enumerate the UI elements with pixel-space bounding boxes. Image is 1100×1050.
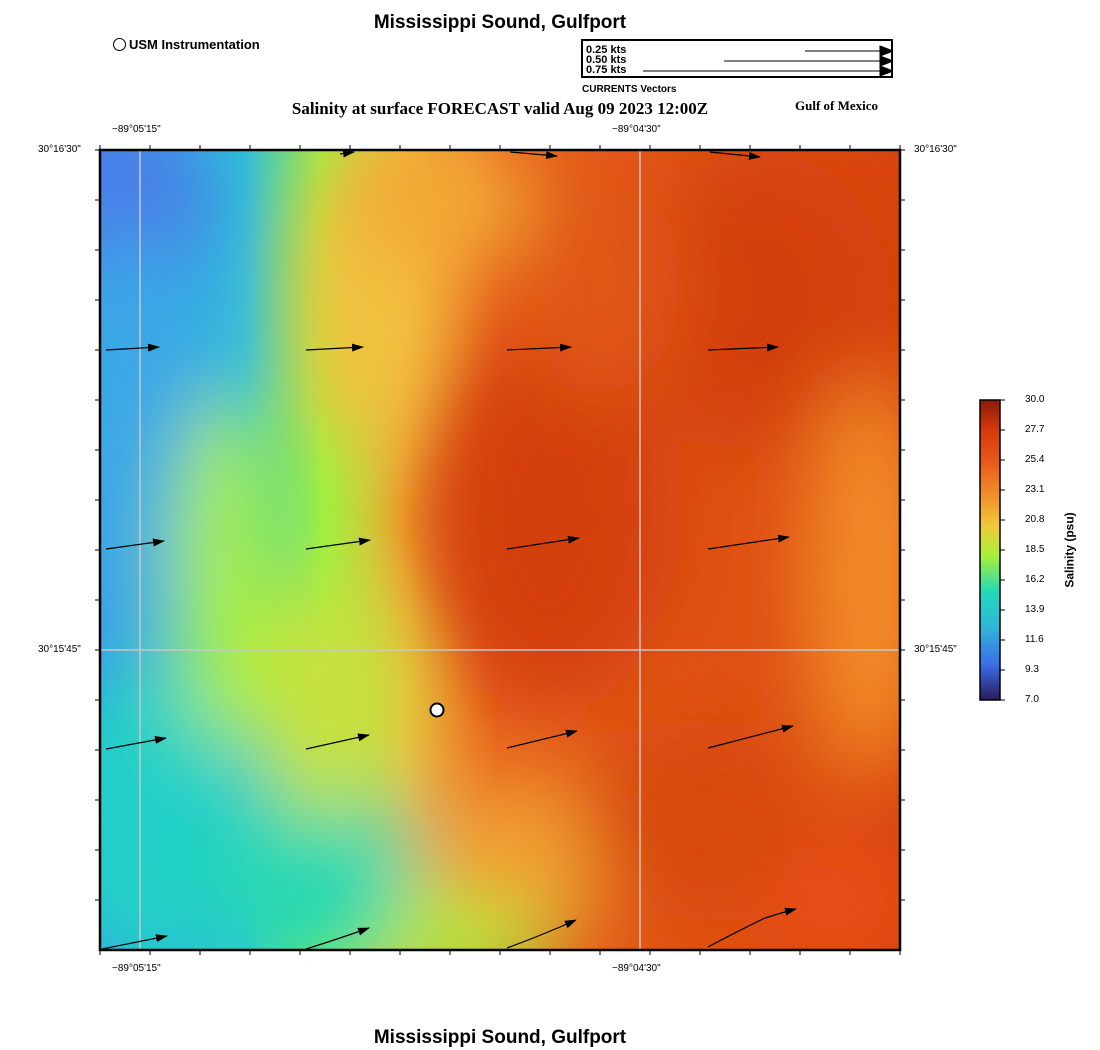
map-frame (95, 145, 905, 955)
salinity-colorbar (979, 399, 1005, 701)
current-vector (105, 343, 160, 352)
station-marker-icon (113, 38, 126, 51)
vector-caption: CURRENTS Vectors (582, 84, 677, 95)
current-vector (305, 927, 370, 950)
current-vector (709, 151, 761, 160)
current-vector (101, 934, 168, 950)
salinity-field (100, 150, 900, 950)
usm-station-marker[interactable] (429, 702, 445, 718)
forecast-subtitle: Salinity at surface FORECAST valid Aug 0… (291, 99, 709, 118)
region-label: Gulf of Mexico (795, 98, 879, 113)
colorbar-tick-label: 23.1 (1025, 484, 1045, 495)
current-vector (707, 724, 794, 749)
current-vector (105, 736, 167, 750)
left-lat-label-1: 30°16'30" (38, 144, 81, 155)
colorbar-tick-label: 30.0 (1025, 394, 1045, 405)
current-vector (707, 343, 779, 352)
colorbar-tick-label: 11.6 (1025, 634, 1044, 645)
current-vector (506, 729, 578, 749)
current-vector (305, 537, 371, 550)
vector-label-075: 0.75 kts (586, 64, 627, 76)
current-vectors (101, 149, 797, 950)
current-vector (105, 538, 165, 550)
colorbar-title-wrap: Salinity (psu) (1030, 512, 1100, 587)
current-vector (506, 535, 580, 550)
right-lat-label-1: 30°16'30" (914, 144, 957, 155)
colorbar-title: Salinity (psu) (1063, 512, 1077, 588)
vector-label-050: 0.50 kts (586, 54, 627, 66)
station-legend: USM Instrumentation (113, 37, 260, 52)
vector-scale-box: 0.25 kts 0.50 kts 0.75 kts (581, 39, 893, 78)
map-title: Mississippi Sound, Gulfport (373, 12, 627, 33)
top-lon-label-1: −89°05'15" (112, 124, 161, 135)
map-grid (100, 150, 900, 950)
current-vector (509, 151, 558, 160)
colorbar-tick-label: 13.9 (1025, 604, 1045, 615)
current-vector (339, 149, 355, 158)
current-vector (305, 343, 364, 352)
colorbar-tick-label: 20.8 (1025, 514, 1045, 525)
footer-title: Mississippi Sound, Gulfport (373, 1027, 627, 1048)
bottom-lon-label-1: −89°05'15" (112, 963, 161, 974)
current-vector (305, 733, 370, 750)
left-lat-label-2: 30°15'45" (38, 644, 81, 655)
current-vector (707, 534, 790, 550)
right-lat-label-2: 30°15'45" (914, 644, 957, 655)
colorbar-tick-label: 18.5 (1025, 544, 1045, 555)
vector-label-025: 0.25 kts (586, 44, 627, 56)
bottom-lon-label-2: −89°04'30" (612, 963, 661, 974)
vector-scale-arrows (643, 45, 891, 76)
station-legend-label: USM Instrumentation (129, 37, 260, 52)
colorbar-tick-label: 7.0 (1025, 694, 1039, 705)
colorbar-tick-label: 25.4 (1025, 454, 1045, 465)
colorbar-tick-label: 16.2 (1025, 574, 1045, 585)
current-vector (506, 919, 577, 949)
colorbar-tick-label: 27.7 (1025, 424, 1045, 435)
top-lon-label-2: −89°04'30" (612, 124, 661, 135)
current-vector (506, 343, 572, 352)
colorbar-tick-labels: 30.0 27.7 25.4 23.1 20.8 18.5 16.2 13.9 11.6 9.3 7… (1015, 394, 1065, 707)
salinity-map[interactable] (95, 145, 907, 955)
colorbar-tick-label: 9.3 (1025, 664, 1039, 675)
current-vector (707, 907, 797, 948)
